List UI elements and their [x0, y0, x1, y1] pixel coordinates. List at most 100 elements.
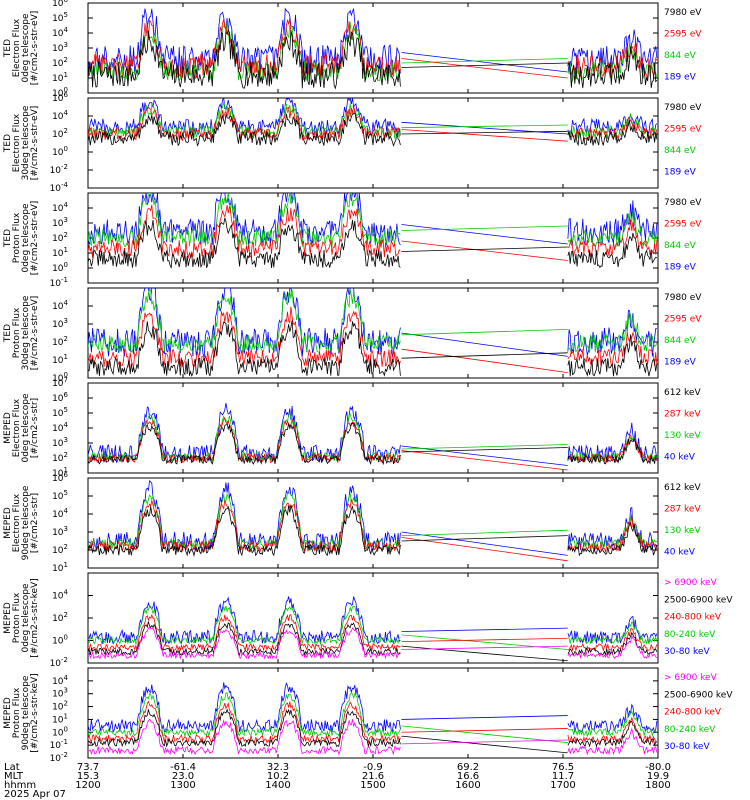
plot-frame	[87, 667, 659, 759]
gap-connector	[401, 240, 568, 261]
y-tick-label: 104	[52, 421, 68, 434]
gap-connector	[401, 52, 568, 73]
panel-ylabel: MEPEDProton Flux90deg telescope[#/cm2-s-…	[3, 673, 40, 752]
legend-entry: 2500-6900 keV	[664, 690, 733, 700]
ylabel-line: [#/cm2-s-str-eV]	[30, 296, 40, 371]
panel-ylabel: TEDElectron Flux30deg telescope[#/cm2-s-…	[3, 105, 40, 180]
legend-entry: 2595 eV	[664, 314, 702, 324]
footer-tick-hhmm: 1500	[360, 780, 385, 791]
footer-tick-lat: 32.3	[267, 762, 289, 773]
series-trace	[88, 626, 658, 660]
gap-connector	[401, 645, 568, 662]
gap-connector	[401, 225, 568, 231]
gap-connector	[401, 535, 568, 542]
panel-ylabel: TEDProton Flux30deg telescope[#/cm2-s-st…	[3, 295, 40, 370]
ylabel-line: MEPED	[3, 412, 13, 444]
y-tick-label: 100	[52, 261, 68, 274]
footer-tick-hhmm: 1400	[265, 780, 290, 791]
trace-group	[88, 682, 658, 756]
y-tick-label: 101	[52, 561, 68, 574]
panel-ylabel: MEPEDElectron Flux90deg telescope[#/cm2-…	[3, 485, 40, 560]
footer-tick-lat: -61.4	[170, 762, 196, 773]
gap-connector	[401, 529, 568, 536]
legend-entry: 7980 eV	[664, 103, 702, 113]
legend-entry: 2595 eV	[664, 124, 702, 134]
gap-connector	[401, 725, 568, 743]
footer-tick-mlt: 10.2	[267, 771, 289, 782]
footer-tick-hhmm: 1200	[75, 780, 100, 791]
y-tick-label: 104	[52, 507, 68, 520]
gap-connector	[401, 531, 568, 556]
y-tick-label: 101	[52, 353, 68, 366]
gap-connector	[401, 445, 568, 466]
gap-connector	[401, 637, 568, 643]
series-trace	[88, 193, 658, 246]
legend-entry: 240-800 keV	[664, 613, 722, 623]
series-trace	[88, 193, 658, 249]
legend-entry: 40 keV	[664, 452, 696, 462]
ylabel-line: Electron Flux	[12, 398, 22, 457]
footer-label-mlt: MLT	[4, 771, 24, 782]
footer-tick-hhmm: 1600	[455, 780, 480, 791]
gap-connector	[401, 329, 568, 336]
legend-entry: 7980 eV	[664, 293, 702, 303]
y-tick-label: 103	[52, 317, 68, 330]
gap-connector	[401, 332, 568, 357]
footer-tick-mlt: 11.7	[552, 771, 574, 782]
ylabel-line: 90deg telescope	[21, 485, 31, 560]
panel-ylabel: TEDProton Flux0deg telescope[#/cm2-s-str…	[3, 201, 40, 276]
legend-entry: > 6900 keV	[664, 673, 718, 683]
y-tick-label: 103	[52, 41, 68, 54]
y-tick-label: 105	[52, 406, 68, 419]
series-trace	[88, 499, 658, 554]
trace-group	[88, 479, 658, 562]
series-trace	[88, 320, 658, 377]
y-tick-label: 102	[52, 543, 68, 556]
trace-group	[88, 7, 658, 90]
ylabel-line: [#/cm2-s-str-keV]	[30, 578, 40, 657]
series-trace	[88, 504, 658, 557]
panel-ylabel: MEPEDElectron Flux0deg telescope[#/cm2-s…	[3, 393, 40, 463]
legend-entry: 2595 eV	[664, 29, 702, 39]
y-tick-label: 104	[52, 201, 68, 214]
series-trace	[88, 422, 658, 466]
ylabel-line: 30deg telescope	[21, 295, 31, 370]
y-tick-label: 102	[52, 127, 68, 140]
y-tick-label: 102	[52, 231, 68, 244]
series-trace	[88, 692, 658, 738]
trace-group	[88, 193, 658, 269]
plot-frame	[87, 477, 659, 569]
ylabel-line: Proton Flux	[12, 212, 22, 263]
footer-tick-lat: -0.9	[363, 762, 383, 773]
ylabel-line: TED	[3, 324, 13, 343]
footer-tick-mlt: 15.3	[77, 771, 99, 782]
ylabel-line: Proton Flux	[12, 592, 22, 643]
ylabel-line: 0deg telescope	[21, 583, 31, 653]
ylabel-line: TED	[3, 229, 13, 248]
series-trace	[88, 708, 658, 748]
legend-entry: 30-80 keV	[664, 647, 710, 657]
series-trace	[88, 417, 658, 464]
legend-entry: 287 keV	[664, 409, 701, 419]
series-trace	[88, 112, 658, 147]
gap-connector	[401, 121, 568, 135]
trace-group	[88, 402, 658, 471]
footer-tick-lat: 76.5	[552, 762, 574, 773]
ylabel-line: [#/cm2-s-str-eV]	[30, 201, 40, 276]
panel-7: 10-2 100 102 104 MEPEDProton Flux0deg telesc…	[3, 572, 733, 669]
legend-entry: 130 keV	[664, 526, 701, 536]
footer-tick-hhmm: 1800	[645, 780, 670, 791]
legend-entry: 844 eV	[664, 241, 697, 251]
footer-tick-hhmm: 1700	[550, 780, 575, 791]
y-tick-label: 105	[52, 489, 68, 502]
gap-connector	[401, 58, 568, 79]
footer-tick-lat: 73.7	[77, 762, 99, 773]
y-tick-label: 102	[52, 451, 68, 464]
legend-entry: 240-800 keV	[664, 708, 722, 718]
y-tick-label: 101	[52, 712, 68, 725]
ylabel-line: 90deg telescope	[21, 675, 31, 750]
legend-entry: 2595 eV	[664, 219, 702, 229]
